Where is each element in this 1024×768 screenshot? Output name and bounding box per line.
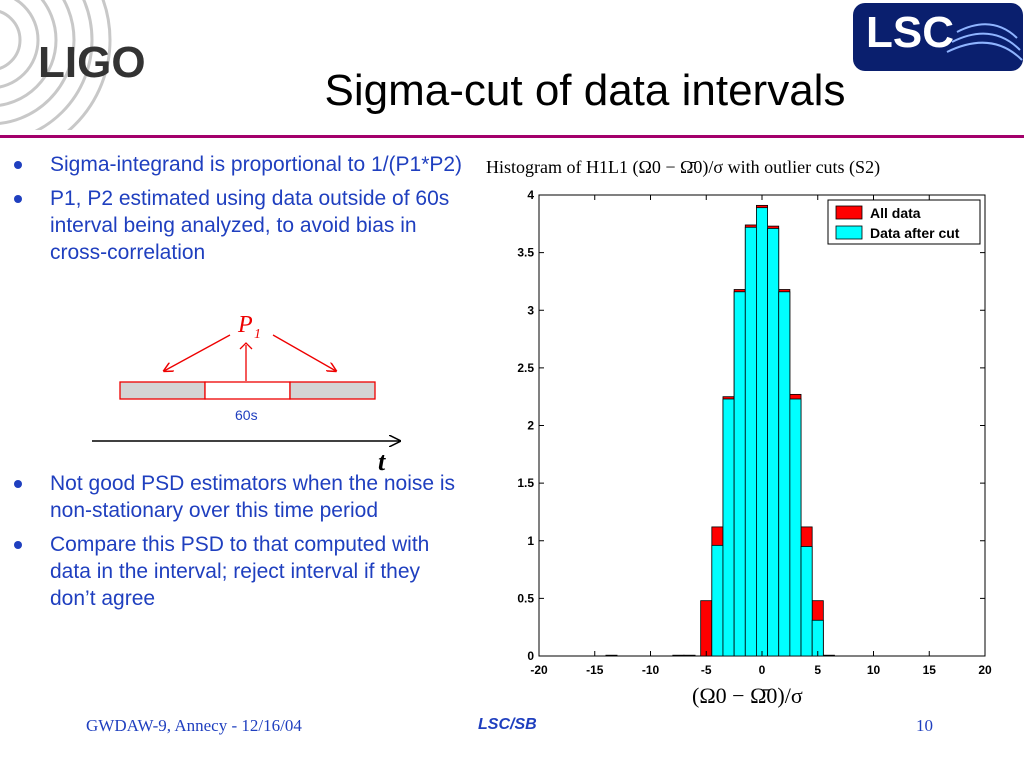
legend-swatch — [835, 225, 863, 240]
y-tick-label: 0.5 — [517, 591, 534, 605]
ligo-logo: LIGO — [0, 0, 146, 130]
bar-data-after-cut — [733, 291, 746, 657]
bar-all-data — [822, 654, 835, 657]
legend-swatch — [835, 205, 863, 220]
arrow-right — [272, 334, 336, 371]
bar-data-after-cut — [767, 228, 780, 657]
outside-interval-right — [289, 381, 376, 400]
arrow-left — [164, 334, 231, 371]
y-tick-label: 1.5 — [517, 476, 534, 490]
bar-all-data — [672, 654, 685, 657]
legend-label: All data — [870, 205, 921, 221]
bullet-item: Sigma-integrand is proportional to 1/(P1… — [14, 151, 464, 178]
bullet-item: Not good PSD estimators when the noise i… — [14, 470, 464, 524]
time-label: t — [378, 447, 386, 475]
bar-data-after-cut — [778, 291, 791, 657]
bar-all-data — [683, 654, 696, 657]
p-subscript: 1 — [254, 327, 261, 342]
bullet-item: P1, P2 estimated using data outside of 6… — [14, 185, 464, 266]
y-tick-label: 3.5 — [517, 246, 534, 260]
footer-conference: GWDAW-9, Annecy - 12/16/04 — [86, 716, 302, 735]
p-label: P — [237, 312, 253, 338]
interval-label: 60s — [235, 407, 258, 423]
x-tick-label: 20 — [978, 663, 992, 677]
bar-all-data — [605, 654, 618, 657]
x-tick-label: 0 — [759, 663, 766, 677]
bar-all-data — [700, 600, 713, 657]
x-tick-label: 5 — [814, 663, 821, 677]
bar-data-after-cut — [711, 544, 724, 657]
bar-data-after-cut — [756, 207, 768, 657]
page-number: 10 — [916, 716, 933, 735]
bullet-list-bottom: Not good PSD estimators when the noise i… — [14, 470, 464, 619]
bar-data-after-cut — [789, 398, 802, 657]
title-divider — [0, 135, 1024, 138]
x-tick-label: -10 — [642, 663, 660, 677]
y-tick-label: 4 — [527, 188, 534, 202]
y-tick-label: 2.5 — [517, 361, 534, 375]
y-tick-label: 1 — [527, 534, 534, 548]
y-tick-label: 2 — [527, 419, 534, 433]
bar-data-after-cut — [722, 398, 735, 657]
y-tick-label: 3 — [527, 303, 534, 317]
bullet-list-top: Sigma-integrand is proportional to 1/(P1… — [14, 151, 464, 273]
bar-data-after-cut — [811, 619, 824, 657]
y-tick-label: 0 — [527, 649, 534, 663]
lsc-logo-text: LSC — [866, 8, 954, 57]
x-tick-label: -20 — [530, 663, 548, 677]
x-tick-label: -15 — [586, 663, 604, 677]
chart-title: Histogram of H1L1 (Ω0 − Ω̄0)/σ with outl… — [486, 157, 881, 177]
lsc-logo: LSC — [853, 3, 1023, 71]
x-tick-label: 15 — [923, 663, 937, 677]
bar-data-after-cut — [800, 546, 813, 657]
footer-author: LSC/SB — [478, 716, 537, 733]
ligo-logo-text: LIGO — [38, 38, 146, 87]
slide-title: Sigma-cut of data intervals — [324, 66, 846, 115]
legend-label: Data after cut — [870, 225, 960, 241]
bar-data-after-cut — [744, 226, 757, 657]
arrow-up-head — [239, 342, 253, 350]
x-tick-label: -5 — [701, 663, 712, 677]
psd-interval-diagram: P 1 60s t — [92, 312, 420, 475]
x-tick-label: 10 — [867, 663, 881, 677]
bullet-item: Compare this PSD to that computed with d… — [14, 531, 464, 612]
chart-x-axis-label: (Ω0 − Ω̄0)/σ — [692, 683, 803, 708]
